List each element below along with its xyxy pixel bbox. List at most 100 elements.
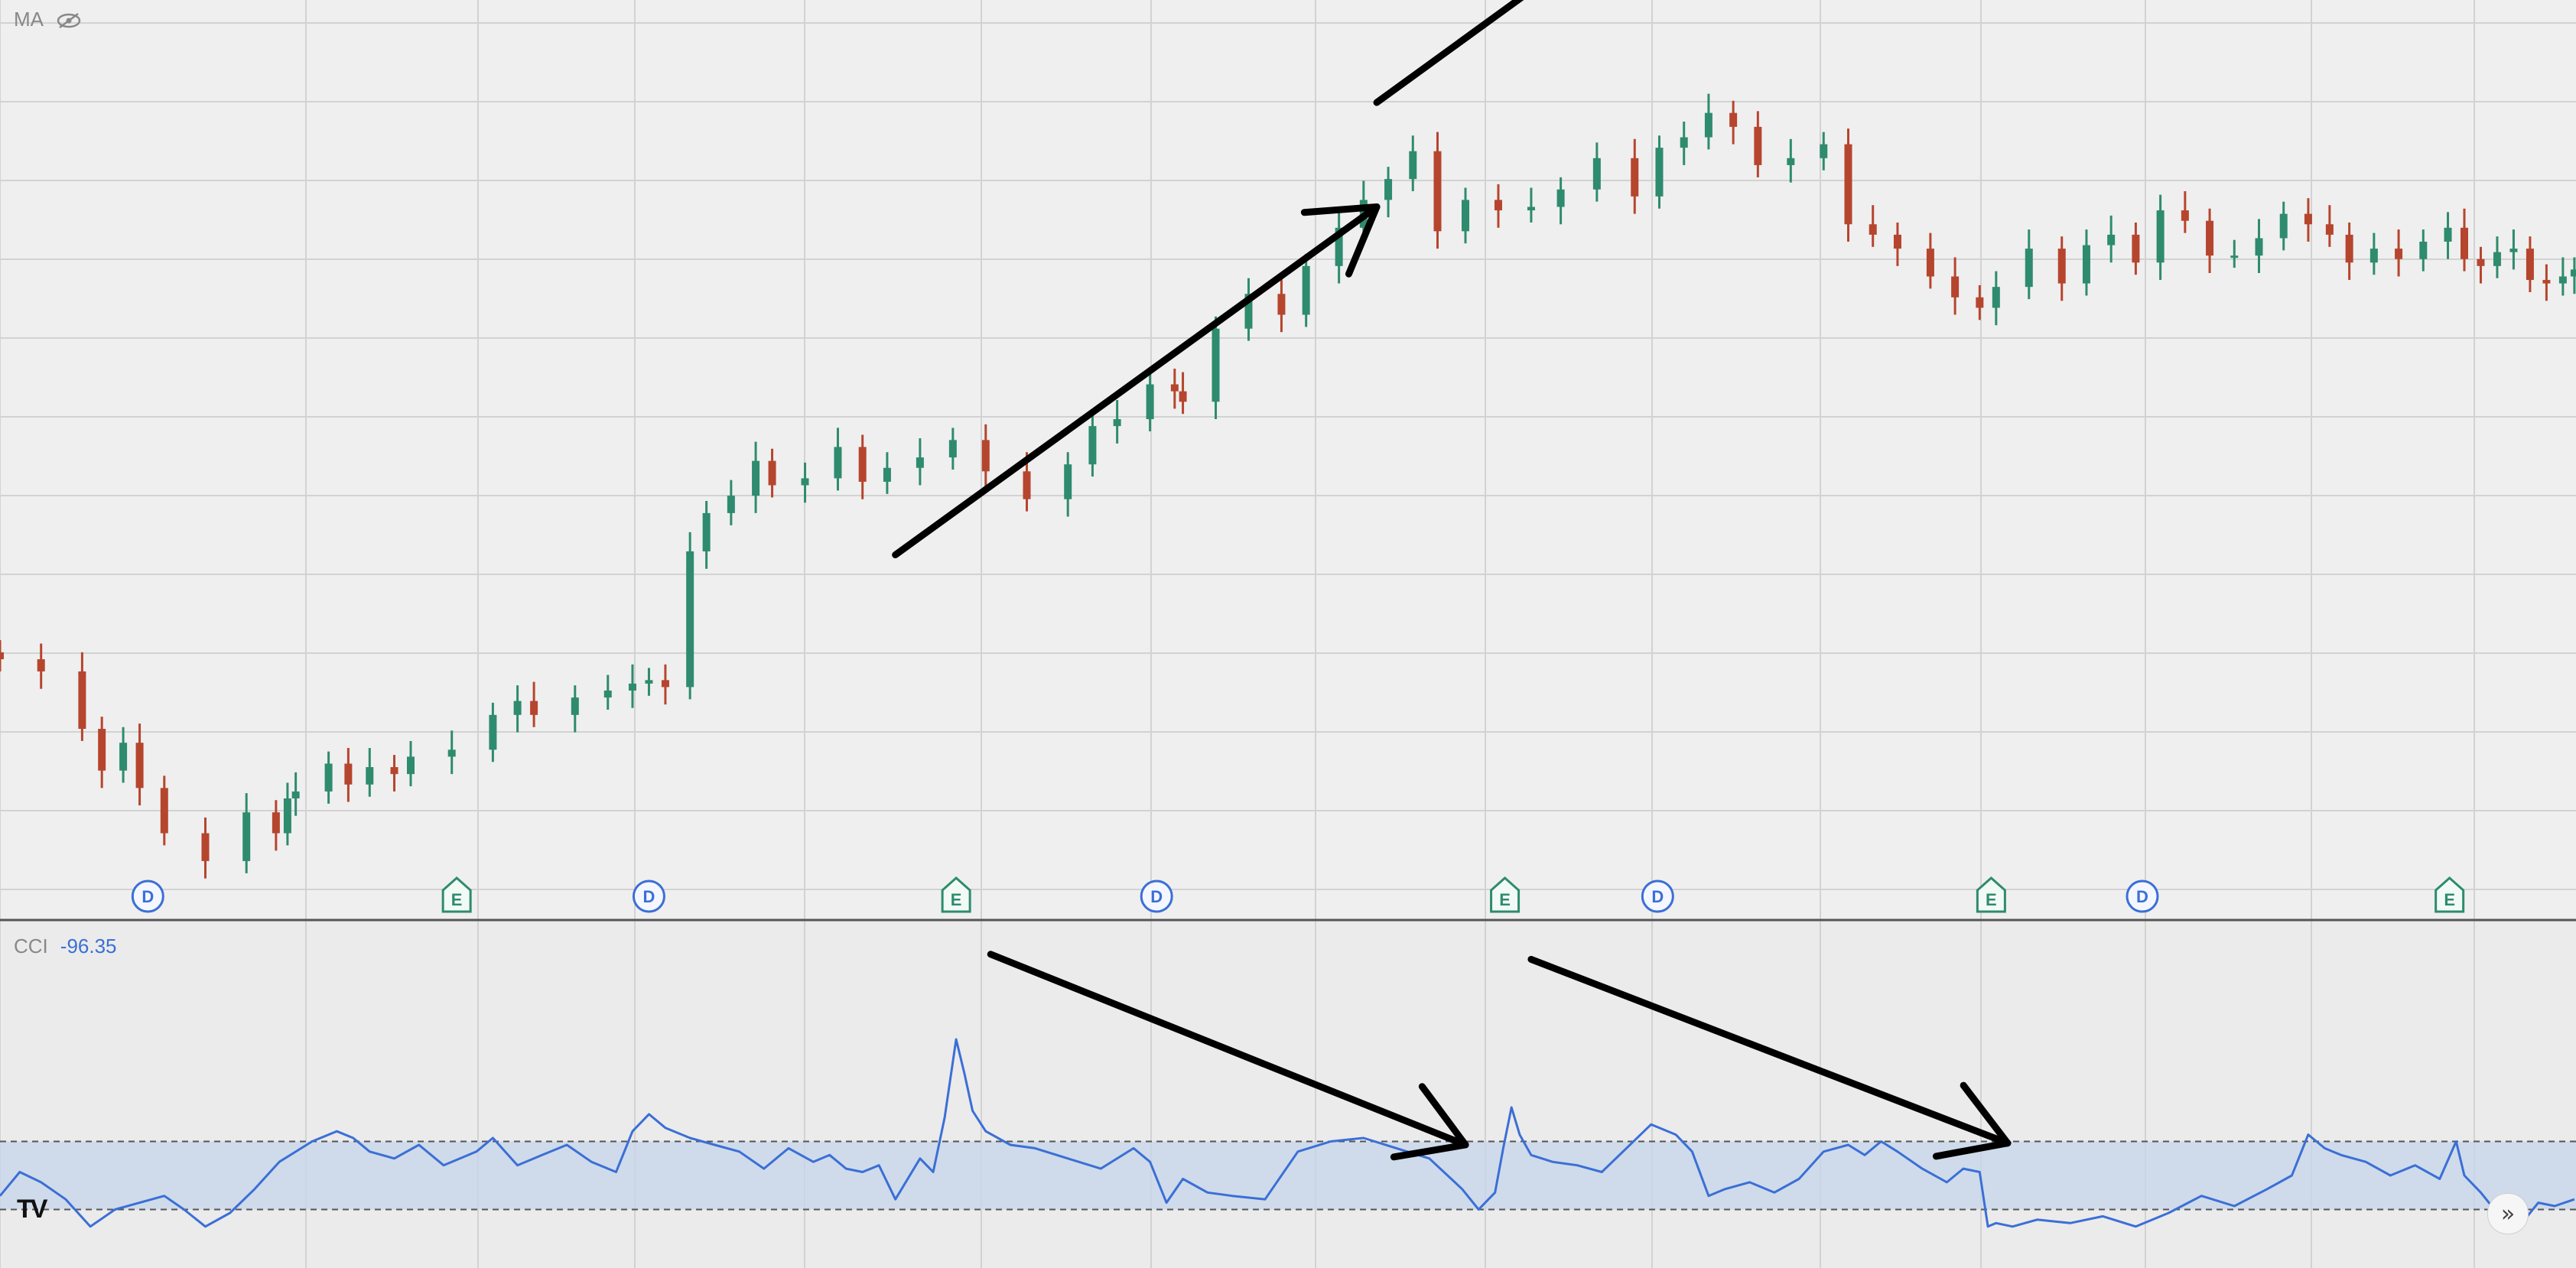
candle-bearish[interactable] [2325, 224, 2334, 235]
candle-bearish[interactable] [1729, 112, 1738, 127]
candle-bearish[interactable] [661, 680, 669, 688]
candle-bullish[interactable] [1088, 426, 1097, 465]
dividend-marker-icon[interactable] [1140, 879, 1173, 913]
candle-bearish[interactable] [981, 440, 990, 472]
candle-bullish[interactable] [1244, 294, 1253, 329]
candle-bullish[interactable] [603, 690, 612, 698]
candle-bullish[interactable] [324, 763, 333, 792]
candle-bullish[interactable] [834, 447, 842, 479]
candle-bearish[interactable] [1951, 276, 1960, 297]
candle-bullish[interactable] [571, 697, 579, 715]
candle-bullish[interactable] [628, 683, 636, 691]
candle-bullish[interactable] [883, 467, 891, 482]
earnings-marker-icon[interactable] [941, 876, 971, 913]
candle-bearish[interactable] [1433, 151, 1442, 232]
candle-bullish[interactable] [2369, 249, 2378, 263]
candle-bullish[interactable] [1409, 151, 1417, 180]
candle-bullish[interactable] [1556, 189, 1565, 207]
candle-bullish[interactable] [727, 496, 735, 513]
candle-bullish[interactable] [407, 756, 415, 775]
candle-bearish[interactable] [1893, 234, 1901, 249]
candle-bearish[interactable] [2477, 258, 2485, 266]
candle-bullish[interactable] [1527, 206, 1535, 211]
candle-bullish[interactable] [752, 460, 760, 496]
candle-bullish[interactable] [1335, 227, 1343, 266]
candle-bearish[interactable] [530, 701, 538, 715]
candle-bearish[interactable] [1926, 249, 1934, 277]
scroll-to-realtime-button[interactable]: » [2487, 1193, 2529, 1234]
candle-bearish[interactable] [1023, 471, 1031, 499]
candle-bullish[interactable] [489, 714, 497, 750]
candle-bearish[interactable] [98, 729, 106, 771]
price-pane[interactable] [0, 0, 2576, 918]
candle-bearish[interactable] [1976, 297, 1984, 308]
candle-bearish[interactable] [37, 659, 45, 671]
candle-bearish[interactable] [2181, 210, 2189, 221]
candle-bullish[interactable] [1302, 265, 1310, 315]
candle-bullish[interactable] [2444, 227, 2452, 242]
candle-bullish[interactable] [1992, 287, 2000, 308]
candle-bullish[interactable] [916, 457, 924, 468]
candle-bearish[interactable] [78, 671, 86, 729]
dividend-marker-icon[interactable] [632, 879, 665, 913]
candle-bullish[interactable] [702, 512, 711, 551]
cci-legend[interactable]: CCI -96.35 [14, 935, 117, 958]
candle-bullish[interactable] [1064, 464, 1072, 499]
candle-bullish[interactable] [686, 551, 694, 688]
candle-bearish[interactable] [2206, 220, 2214, 256]
tradingview-logo-icon[interactable]: TV [17, 1195, 47, 1224]
candle-bullish[interactable] [2025, 249, 2033, 288]
candle-bearish[interactable] [2345, 234, 2353, 263]
earnings-marker-icon[interactable] [1490, 876, 1521, 913]
earnings-marker-icon[interactable] [441, 876, 472, 913]
candle-bullish[interactable] [2570, 269, 2576, 277]
candle-bullish[interactable] [2558, 276, 2567, 284]
candle-bearish[interactable] [0, 652, 4, 659]
candle-bullish[interactable] [2509, 249, 2518, 252]
candle-bullish[interactable] [119, 743, 128, 771]
candle-bearish[interactable] [768, 460, 776, 486]
candle-bullish[interactable] [645, 680, 653, 684]
indicator-pane[interactable] [0, 920, 2576, 1268]
candle-bearish[interactable] [1869, 224, 1877, 235]
candle-bearish[interactable] [160, 788, 168, 834]
candle-bearish[interactable] [2057, 249, 2066, 284]
candle-bearish[interactable] [2526, 249, 2534, 281]
candle-bullish[interactable] [242, 812, 251, 861]
candle-bearish[interactable] [858, 447, 867, 482]
candle-bearish[interactable] [2461, 227, 2468, 259]
candle-bullish[interactable] [366, 767, 374, 785]
candle-bullish[interactable] [283, 798, 291, 834]
candle-bullish[interactable] [447, 749, 456, 757]
candle-bullish[interactable] [1113, 419, 1121, 427]
candle-bearish[interactable] [2304, 213, 2312, 225]
candle-bullish[interactable] [1462, 200, 1470, 232]
candle-bearish[interactable] [390, 767, 398, 775]
candle-bullish[interactable] [1212, 328, 1220, 402]
candle-bullish[interactable] [2255, 238, 2263, 256]
candle-bearish[interactable] [344, 763, 353, 785]
candle-bearish[interactable] [135, 743, 144, 788]
candle-bearish[interactable] [2542, 280, 2551, 284]
candle-bearish[interactable] [1179, 391, 1187, 402]
candle-bullish[interactable] [1787, 158, 1795, 165]
candle-bullish[interactable] [1820, 144, 1828, 158]
candle-bearish[interactable] [1844, 144, 1852, 225]
candle-bullish[interactable] [1704, 112, 1712, 138]
candle-bearish[interactable] [1170, 384, 1179, 392]
candle-bullish[interactable] [2230, 255, 2239, 258]
candle-bullish[interactable] [2419, 242, 2428, 259]
candle-bullish[interactable] [1680, 137, 1688, 148]
candle-bullish[interactable] [1384, 179, 1393, 200]
candle-bullish[interactable] [2279, 213, 2288, 239]
candle-bullish[interactable] [948, 440, 957, 458]
candle-bullish[interactable] [801, 478, 809, 486]
cci-line[interactable] [0, 1038, 2575, 1228]
candle-bullish[interactable] [2082, 245, 2090, 284]
earnings-marker-icon[interactable] [2435, 876, 2465, 913]
candle-bullish[interactable] [1146, 384, 1154, 420]
candle-bearish[interactable] [1754, 126, 1762, 165]
candle-bearish[interactable] [2395, 249, 2403, 259]
